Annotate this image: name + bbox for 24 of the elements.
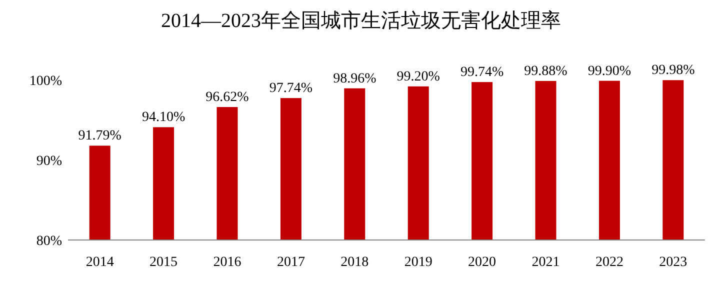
data-label: 99.74% (460, 65, 504, 80)
y-tick-label: 100% (29, 74, 62, 89)
data-label: 99.88% (524, 64, 568, 79)
x-tick-label: 2017 (276, 255, 305, 270)
data-label: 91.79% (78, 128, 122, 144)
x-tick-label: 2020 (468, 255, 496, 270)
x-tick-label: 2015 (150, 255, 178, 270)
data-label: 99.98% (652, 63, 696, 78)
data-label: 98.96% (333, 71, 377, 86)
data-label: 99.90% (588, 64, 632, 79)
x-tick-label: 2018 (340, 255, 369, 270)
x-tick-label: 2022 (595, 255, 624, 270)
x-tick-label: 2014 (86, 255, 114, 270)
x-tick-label: 2023 (659, 255, 688, 270)
y-tick-label: 90% (36, 154, 62, 169)
x-tick-label: 2016 (213, 255, 242, 270)
chart-title: 2014—2023年全国城市生活垃圾无害化处理率 (161, 9, 561, 32)
x-tick-label: 2019 (404, 255, 432, 270)
y-tick-label: 80% (36, 234, 62, 249)
data-label: 97.74% (269, 81, 313, 96)
data-label: 99.20% (396, 69, 440, 84)
data-label: 94.10% (142, 110, 186, 126)
x-tick-label: 2021 (532, 255, 560, 270)
data-label: 96.62% (206, 90, 250, 106)
